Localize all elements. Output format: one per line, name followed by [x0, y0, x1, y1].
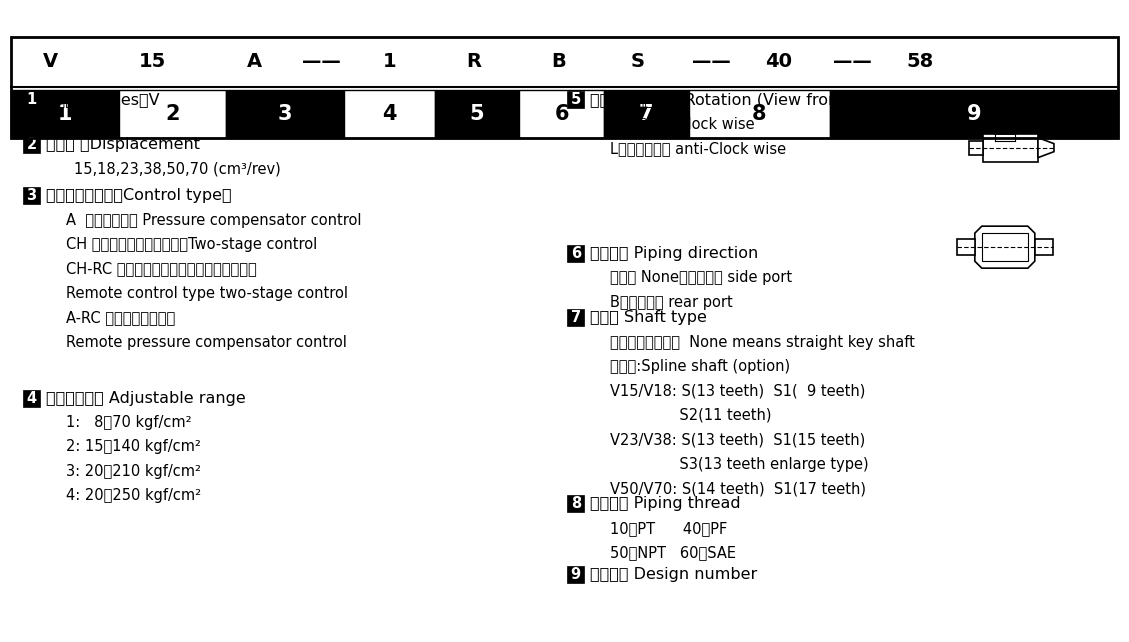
Text: B: B: [551, 52, 567, 71]
Text: 無記號為平行齒軸  None means straight key shaft: 無記號為平行齒軸 None means straight key shaft: [610, 334, 914, 350]
Text: V50/V70: S(14 teeth)  S1(17 teeth): V50/V70: S(14 teeth) S1(17 teeth): [610, 481, 866, 496]
Text: A  壓力補償控制 Pressure compensator control: A 壓力補償控制 Pressure compensator control: [65, 213, 361, 228]
Text: ——: ——: [303, 52, 341, 71]
Text: 配管牙型 Piping thread: 配管牙型 Piping thread: [589, 496, 741, 512]
Text: 8: 8: [570, 496, 581, 512]
Polygon shape: [974, 226, 1035, 268]
Bar: [830, 90, 1118, 138]
Text: 7: 7: [571, 310, 580, 325]
Text: 2: 15～140 kgf/cm²: 2: 15～140 kgf/cm²: [65, 439, 201, 455]
Bar: [23, 187, 41, 204]
Bar: [956, 239, 974, 255]
Bar: [1035, 239, 1053, 255]
Polygon shape: [1038, 137, 1054, 158]
Bar: [567, 91, 585, 108]
Text: 50：NPT   60：SAE: 50：NPT 60：SAE: [610, 545, 736, 560]
Text: 1: 1: [383, 52, 396, 71]
Text: 壓力調整範圍 Adjustable range: 壓力調整範圍 Adjustable range: [45, 390, 245, 406]
Bar: [344, 90, 435, 138]
Bar: [519, 90, 604, 138]
Text: V: V: [43, 52, 59, 71]
Text: 4: 4: [27, 390, 36, 406]
Text: 15: 15: [139, 52, 166, 71]
Text: 5: 5: [570, 92, 581, 107]
Text: 回轉方向(從軸向看) Rotation (View from shaft end): 回轉方向(從軸向看) Rotation (View from shaft end…: [589, 92, 930, 107]
Text: 設計番號 Design number: 設計番號 Design number: [589, 567, 758, 582]
Text: S3(13 teeth enlarge type): S3(13 teeth enlarge type): [610, 456, 868, 472]
Text: 3: 3: [278, 104, 292, 124]
Bar: [23, 390, 41, 406]
Text: 3: 20～210 kgf/cm²: 3: 20～210 kgf/cm²: [65, 464, 201, 479]
Text: 1: 1: [26, 92, 37, 107]
Bar: [11, 37, 1118, 138]
Bar: [567, 309, 585, 326]
Bar: [567, 245, 585, 262]
Bar: [23, 136, 41, 153]
Text: Remote pressure compensator control: Remote pressure compensator control: [65, 334, 347, 350]
Text: 9: 9: [966, 104, 981, 124]
Text: 9: 9: [571, 567, 580, 582]
Text: V15/V18: S(13 teeth)  S1(  9 teeth): V15/V18: S(13 teeth) S1( 9 teeth): [610, 383, 865, 399]
Bar: [435, 90, 519, 138]
Text: 無記號 None：兩側出口 side port: 無記號 None：兩側出口 side port: [610, 270, 791, 286]
Bar: [11, 37, 1118, 87]
Text: 58: 58: [907, 52, 934, 71]
Text: S2(11 teeth): S2(11 teeth): [610, 408, 771, 423]
Text: 8: 8: [752, 104, 767, 124]
Text: 2: 2: [165, 104, 180, 124]
Text: 1:   8～70 kgf/cm²: 1: 8～70 kgf/cm²: [65, 415, 191, 430]
Bar: [983, 134, 1038, 162]
Text: ——: ——: [692, 52, 730, 71]
Text: CH 兩段式壓力流量組合控制Two-stage control: CH 兩段式壓力流量組合控制Two-stage control: [65, 237, 317, 252]
Text: 1: 1: [58, 104, 72, 124]
Text: 吐出量 ：Displacement: 吐出量 ：Displacement: [45, 137, 200, 152]
Text: 4: 4: [383, 104, 396, 124]
Bar: [604, 90, 689, 138]
Text: R：順時针方向 Clock wise: R：順時针方向 Clock wise: [610, 116, 754, 132]
Bar: [11, 90, 119, 138]
Text: 40: 40: [765, 52, 793, 71]
Text: S: S: [631, 52, 645, 71]
Bar: [23, 91, 41, 108]
Bar: [982, 233, 1027, 261]
Text: ——: ——: [833, 52, 872, 71]
Text: 15,18,23,38,50,70 (cm³/rev): 15,18,23,38,50,70 (cm³/rev): [73, 161, 280, 177]
Text: 3: 3: [27, 188, 36, 204]
Bar: [567, 496, 585, 512]
Text: Remote control type two-stage control: Remote control type two-stage control: [65, 286, 348, 301]
Text: CH-RC 遠端搖控的兩段式壓力流量組合控制: CH-RC 遠端搖控的兩段式壓力流量組合控制: [65, 261, 256, 277]
Text: 配管方向 Piping direction: 配管方向 Piping direction: [589, 246, 758, 261]
Bar: [689, 90, 830, 138]
Text: 2: 2: [27, 137, 36, 152]
Bar: [119, 90, 226, 138]
Text: 4: 20～250 kgf/cm²: 4: 20～250 kgf/cm²: [65, 488, 201, 503]
Text: R: R: [466, 52, 482, 71]
Text: 軸形式 Shaft type: 軸形式 Shaft type: [589, 310, 707, 325]
Bar: [969, 141, 983, 155]
Text: V23/V38: S(13 teeth)  S1(15 teeth): V23/V38: S(13 teeth) S1(15 teeth): [610, 432, 865, 447]
Text: 7: 7: [639, 104, 654, 124]
Text: A: A: [246, 52, 262, 71]
Text: L：逆時针方向 anti-Clock wise: L：逆時针方向 anti-Clock wise: [610, 141, 786, 156]
Text: 5: 5: [470, 104, 484, 124]
Text: 梅花軸:Spline shaft (option): 梅花軸:Spline shaft (option): [610, 359, 790, 374]
Bar: [567, 566, 585, 583]
Text: 10：PT      40：PF: 10：PT 40：PF: [610, 521, 727, 536]
Text: A-RC 遠端壓力補償型式: A-RC 遠端壓力補償型式: [65, 310, 175, 325]
Bar: [226, 90, 344, 138]
Text: 6: 6: [571, 246, 580, 261]
Text: 系列名稱 Series：V: 系列名稱 Series：V: [45, 92, 159, 107]
Text: B：後方出口 rear port: B：後方出口 rear port: [610, 295, 733, 310]
Text: 6: 6: [554, 104, 569, 124]
Text: 控制方式、種類：Control type：: 控制方式、種類：Control type：: [45, 188, 231, 204]
